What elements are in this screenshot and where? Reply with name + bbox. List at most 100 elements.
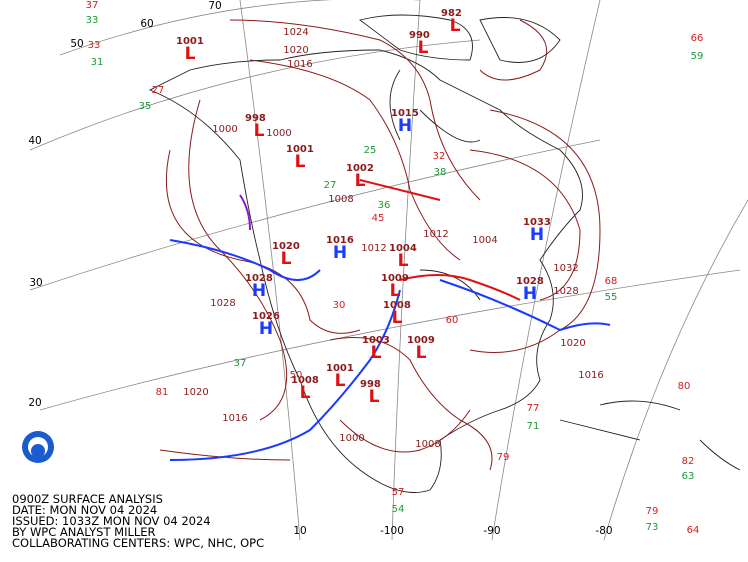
longitude-label: -80 [595, 525, 612, 537]
pressure-center-value: 998 [245, 113, 266, 124]
graticule [29, 0, 748, 541]
pressure-center-symbol: L [418, 38, 429, 58]
pressure-center-symbol: L [295, 152, 306, 172]
temperature: 57 [392, 487, 405, 498]
dewpoint: 27 [324, 180, 337, 191]
pressure-center-symbol: L [398, 251, 409, 271]
pressure-center-symbol: L [450, 16, 461, 36]
isobar-label: 1016 [578, 370, 603, 381]
isobar-label: 1032 [553, 263, 578, 274]
pressure-center-value: 1001 [286, 144, 314, 155]
pressure-center-symbol: L [390, 281, 401, 301]
temperature: 79 [497, 452, 510, 463]
pressure-center-value: 1001 [176, 36, 204, 47]
temperature: 50 [290, 370, 303, 381]
isobar-label: 1012 [423, 229, 448, 240]
pressure-center-symbol: L [300, 383, 311, 403]
pressure-center-value: 1026 [252, 311, 280, 322]
pressure-center-symbol: H [259, 319, 273, 339]
temperature: 77 [527, 403, 540, 414]
temperature: 81 [156, 387, 169, 398]
pressure-center-value: 990 [409, 30, 430, 41]
temperature: 37 [86, 0, 99, 11]
temperature: 82 [682, 456, 695, 467]
isobars [159, 19, 601, 471]
caption-line: COLLABORATING CENTERS: WPC, NHC, OPC [12, 536, 264, 550]
longitude-label: -90 [483, 525, 500, 537]
isobar-label: 1016 [287, 59, 312, 70]
isobar-label: 1024 [283, 27, 308, 38]
isobar-label: 1000 [339, 433, 364, 444]
pressure-center-symbol: L [416, 343, 427, 363]
dewpoint: 31 [91, 57, 104, 68]
isobar-label: 1020 [560, 338, 585, 349]
pressure-center-symbol: L [369, 387, 380, 407]
dewpoint: 36 [378, 200, 391, 211]
longitude-label: -100 [380, 525, 404, 537]
latitude-label: 20 [28, 397, 41, 409]
pressure-center-symbol: H [252, 281, 266, 301]
isobar-label: 1028 [553, 286, 578, 297]
latitude-label: 30 [29, 277, 42, 289]
dewpoint: 37 [234, 358, 247, 369]
pressure-center-value: 1016 [326, 235, 354, 246]
temperature: 79 [646, 506, 659, 517]
pressure-center-symbol: L [355, 171, 366, 191]
pressure-center-value: 1008 [291, 375, 319, 386]
isobar-label: 1012 [361, 243, 386, 254]
dewpoint: 59 [691, 51, 704, 62]
dewpoint: 33 [86, 15, 99, 26]
latitude-label: 40 [28, 135, 41, 147]
temperature: 45 [372, 213, 385, 224]
caption-line: DATE: MON NOV 04 2024 [12, 503, 157, 517]
caption-line: 0900Z SURFACE ANALYSIS [12, 492, 163, 506]
pressure-center-value: 1028 [516, 276, 544, 287]
pressure-center-symbol: H [398, 116, 412, 136]
pressure-center-value: 1002 [346, 163, 374, 174]
pressure-center-value: 1001 [326, 363, 354, 374]
isobar-label: 1004 [472, 235, 497, 246]
pressure-center-symbol: H [523, 284, 537, 304]
dewpoint: 25 [364, 145, 377, 156]
caption-line: ISSUED: 1033Z MON NOV 04 2024 [12, 514, 211, 528]
pressure-center-symbol: H [530, 225, 544, 245]
fronts [169, 179, 611, 461]
dewpoint: 71 [527, 421, 540, 432]
pressure-center-symbol: L [335, 371, 346, 391]
caption-line: BY WPC ANALYST MILLER [12, 525, 156, 539]
isobar-label: 1020 [183, 387, 208, 398]
temperature: 68 [605, 276, 618, 287]
pressure-center-value: 1009 [407, 335, 435, 346]
dewpoint: 55 [605, 292, 618, 303]
isobar-label: 1008 [328, 194, 353, 205]
pressure-center-value: 1020 [272, 241, 300, 252]
latitude-label: 70 [208, 0, 221, 12]
temperature: 80 [678, 381, 691, 392]
pressure-center-value: 1009 [381, 273, 409, 284]
dewpoint: 63 [682, 471, 695, 482]
dewpoint: 73 [646, 522, 659, 533]
isobar-label: 1020 [283, 45, 308, 56]
temperature: 30 [333, 300, 346, 311]
dewpoint: 54 [392, 504, 405, 515]
temperature: 66 [691, 33, 704, 44]
longitude-label: 10 [293, 525, 306, 537]
temperature: 64 [687, 525, 700, 536]
pressure-center-value: 1015 [391, 108, 419, 119]
temperature: 60 [446, 315, 459, 326]
pressure-center-symbol: L [281, 249, 292, 269]
latitude-label: 50 [70, 38, 83, 50]
isobar-label: 1016 [222, 413, 247, 424]
dewpoint: 35 [139, 101, 152, 112]
pressure-center-value: 1008 [383, 300, 411, 311]
dewpoint: 38 [434, 167, 447, 178]
pressure-center-symbol: L [392, 308, 403, 328]
isobar-label: 1028 [210, 298, 235, 309]
pressure-center-value: 1004 [389, 243, 417, 254]
noaa-logo [22, 431, 54, 463]
pressure-center-symbol: L [185, 44, 196, 64]
pressure-center-value: 1028 [245, 273, 273, 284]
pressure-center-symbol: L [254, 121, 265, 141]
temperature: 33 [88, 40, 101, 51]
